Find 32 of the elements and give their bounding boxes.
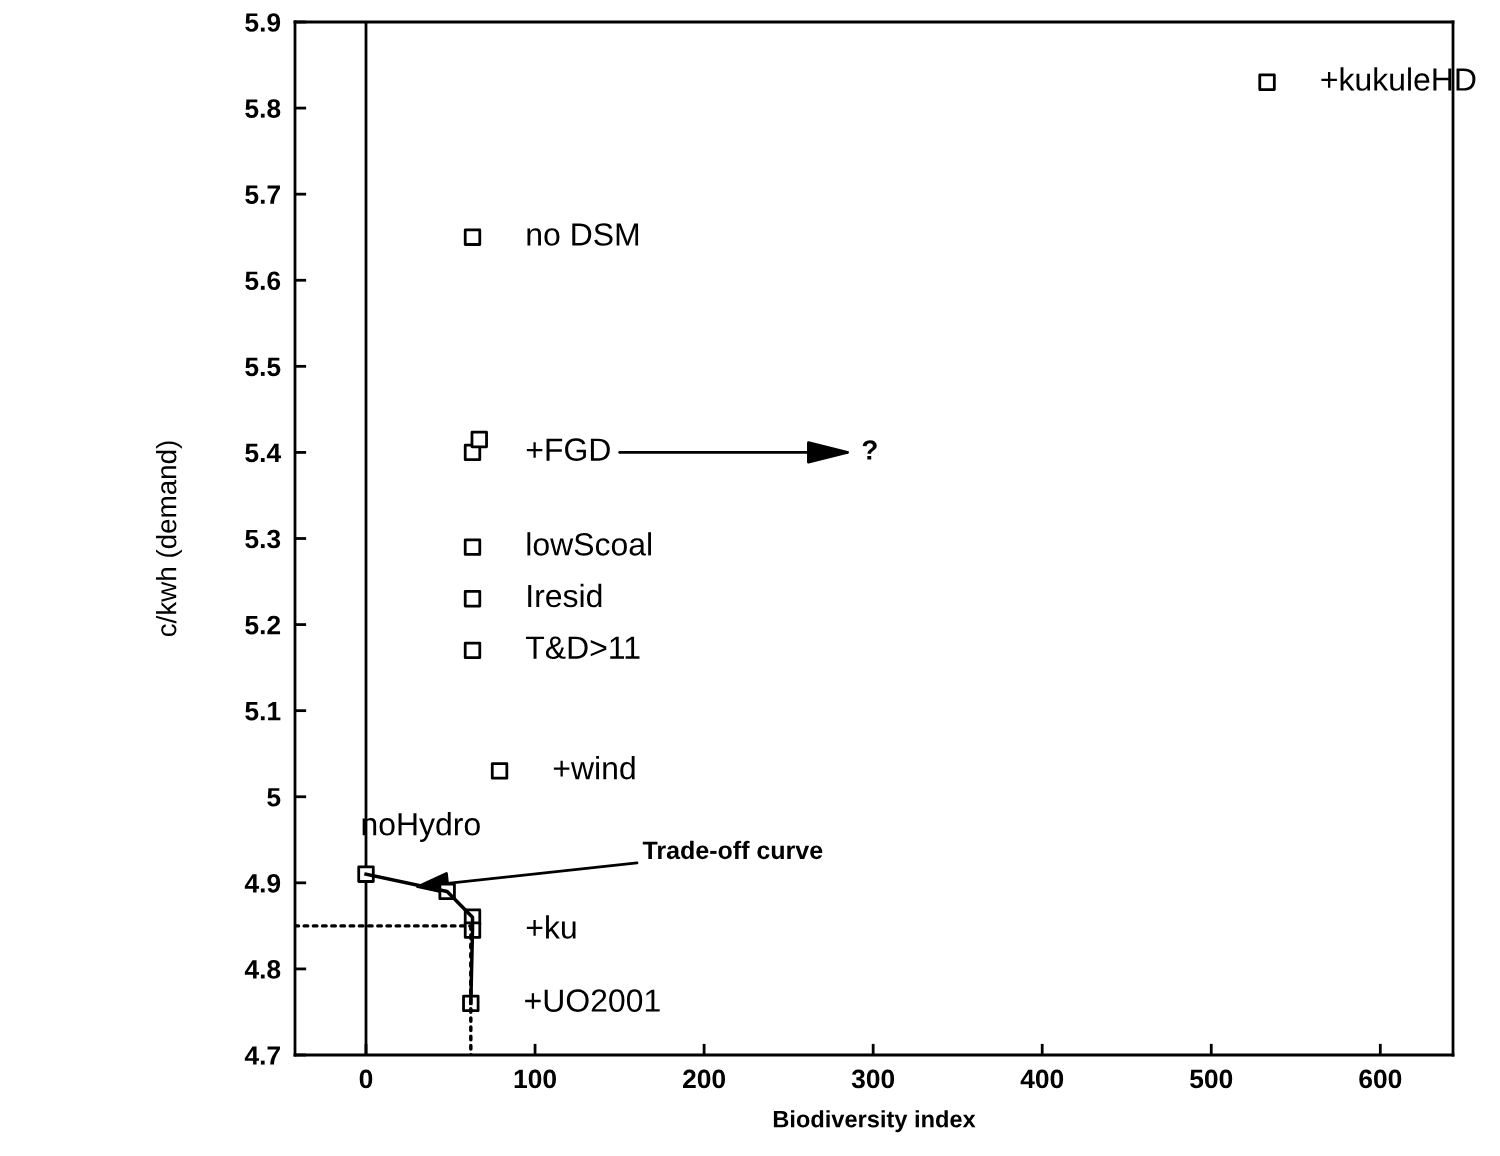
y-tick-label: 5.9	[245, 13, 281, 32]
x-tick-label: 200	[683, 1069, 726, 1089]
y-tick-label: 5.6	[245, 271, 281, 291]
annotation: Iresid	[528, 583, 602, 608]
annotation: Trade-off curve	[642, 840, 823, 860]
annotation: no DSM	[527, 223, 639, 246]
y-tick-label: 4.9	[244, 873, 281, 893]
y-tick-label: 5.2	[245, 615, 281, 635]
x-tick-label: 300	[851, 1069, 895, 1089]
x-axis-title: Biodiversity index	[773, 1110, 976, 1133]
y-tick-label: 5.4	[245, 443, 281, 463]
annotation: +ku	[526, 915, 576, 939]
x-tick-label: 400	[1020, 1069, 1064, 1089]
y-tick-label: 5.3	[245, 529, 281, 549]
annotation: +wind	[553, 756, 635, 780]
y-tick-label: 5.5	[245, 357, 281, 377]
annotation: lowScoal	[527, 532, 651, 556]
annotation: T&D>11	[526, 636, 640, 659]
y-tick-label: 5.7	[245, 185, 280, 204]
y-tick-label: 5	[267, 788, 281, 807]
y-tick-label: 4.7	[244, 1046, 280, 1065]
x-tick-label: 500	[1190, 1069, 1233, 1089]
y-axis-title: c/kwh (demand)	[156, 441, 182, 637]
x-tick-label: 600	[1359, 1069, 1402, 1089]
annotation: +UO2001	[525, 989, 660, 1012]
y-tick-label: 5.8	[245, 99, 281, 118]
x-tick-label: 0	[359, 1069, 373, 1089]
annotation: ?	[862, 440, 877, 460]
y-tick-label: 5.1	[245, 702, 281, 721]
y-tick-label: 4.8	[244, 960, 281, 979]
x-tick-label: 100	[514, 1069, 556, 1089]
annotation: +FGD	[526, 438, 610, 461]
